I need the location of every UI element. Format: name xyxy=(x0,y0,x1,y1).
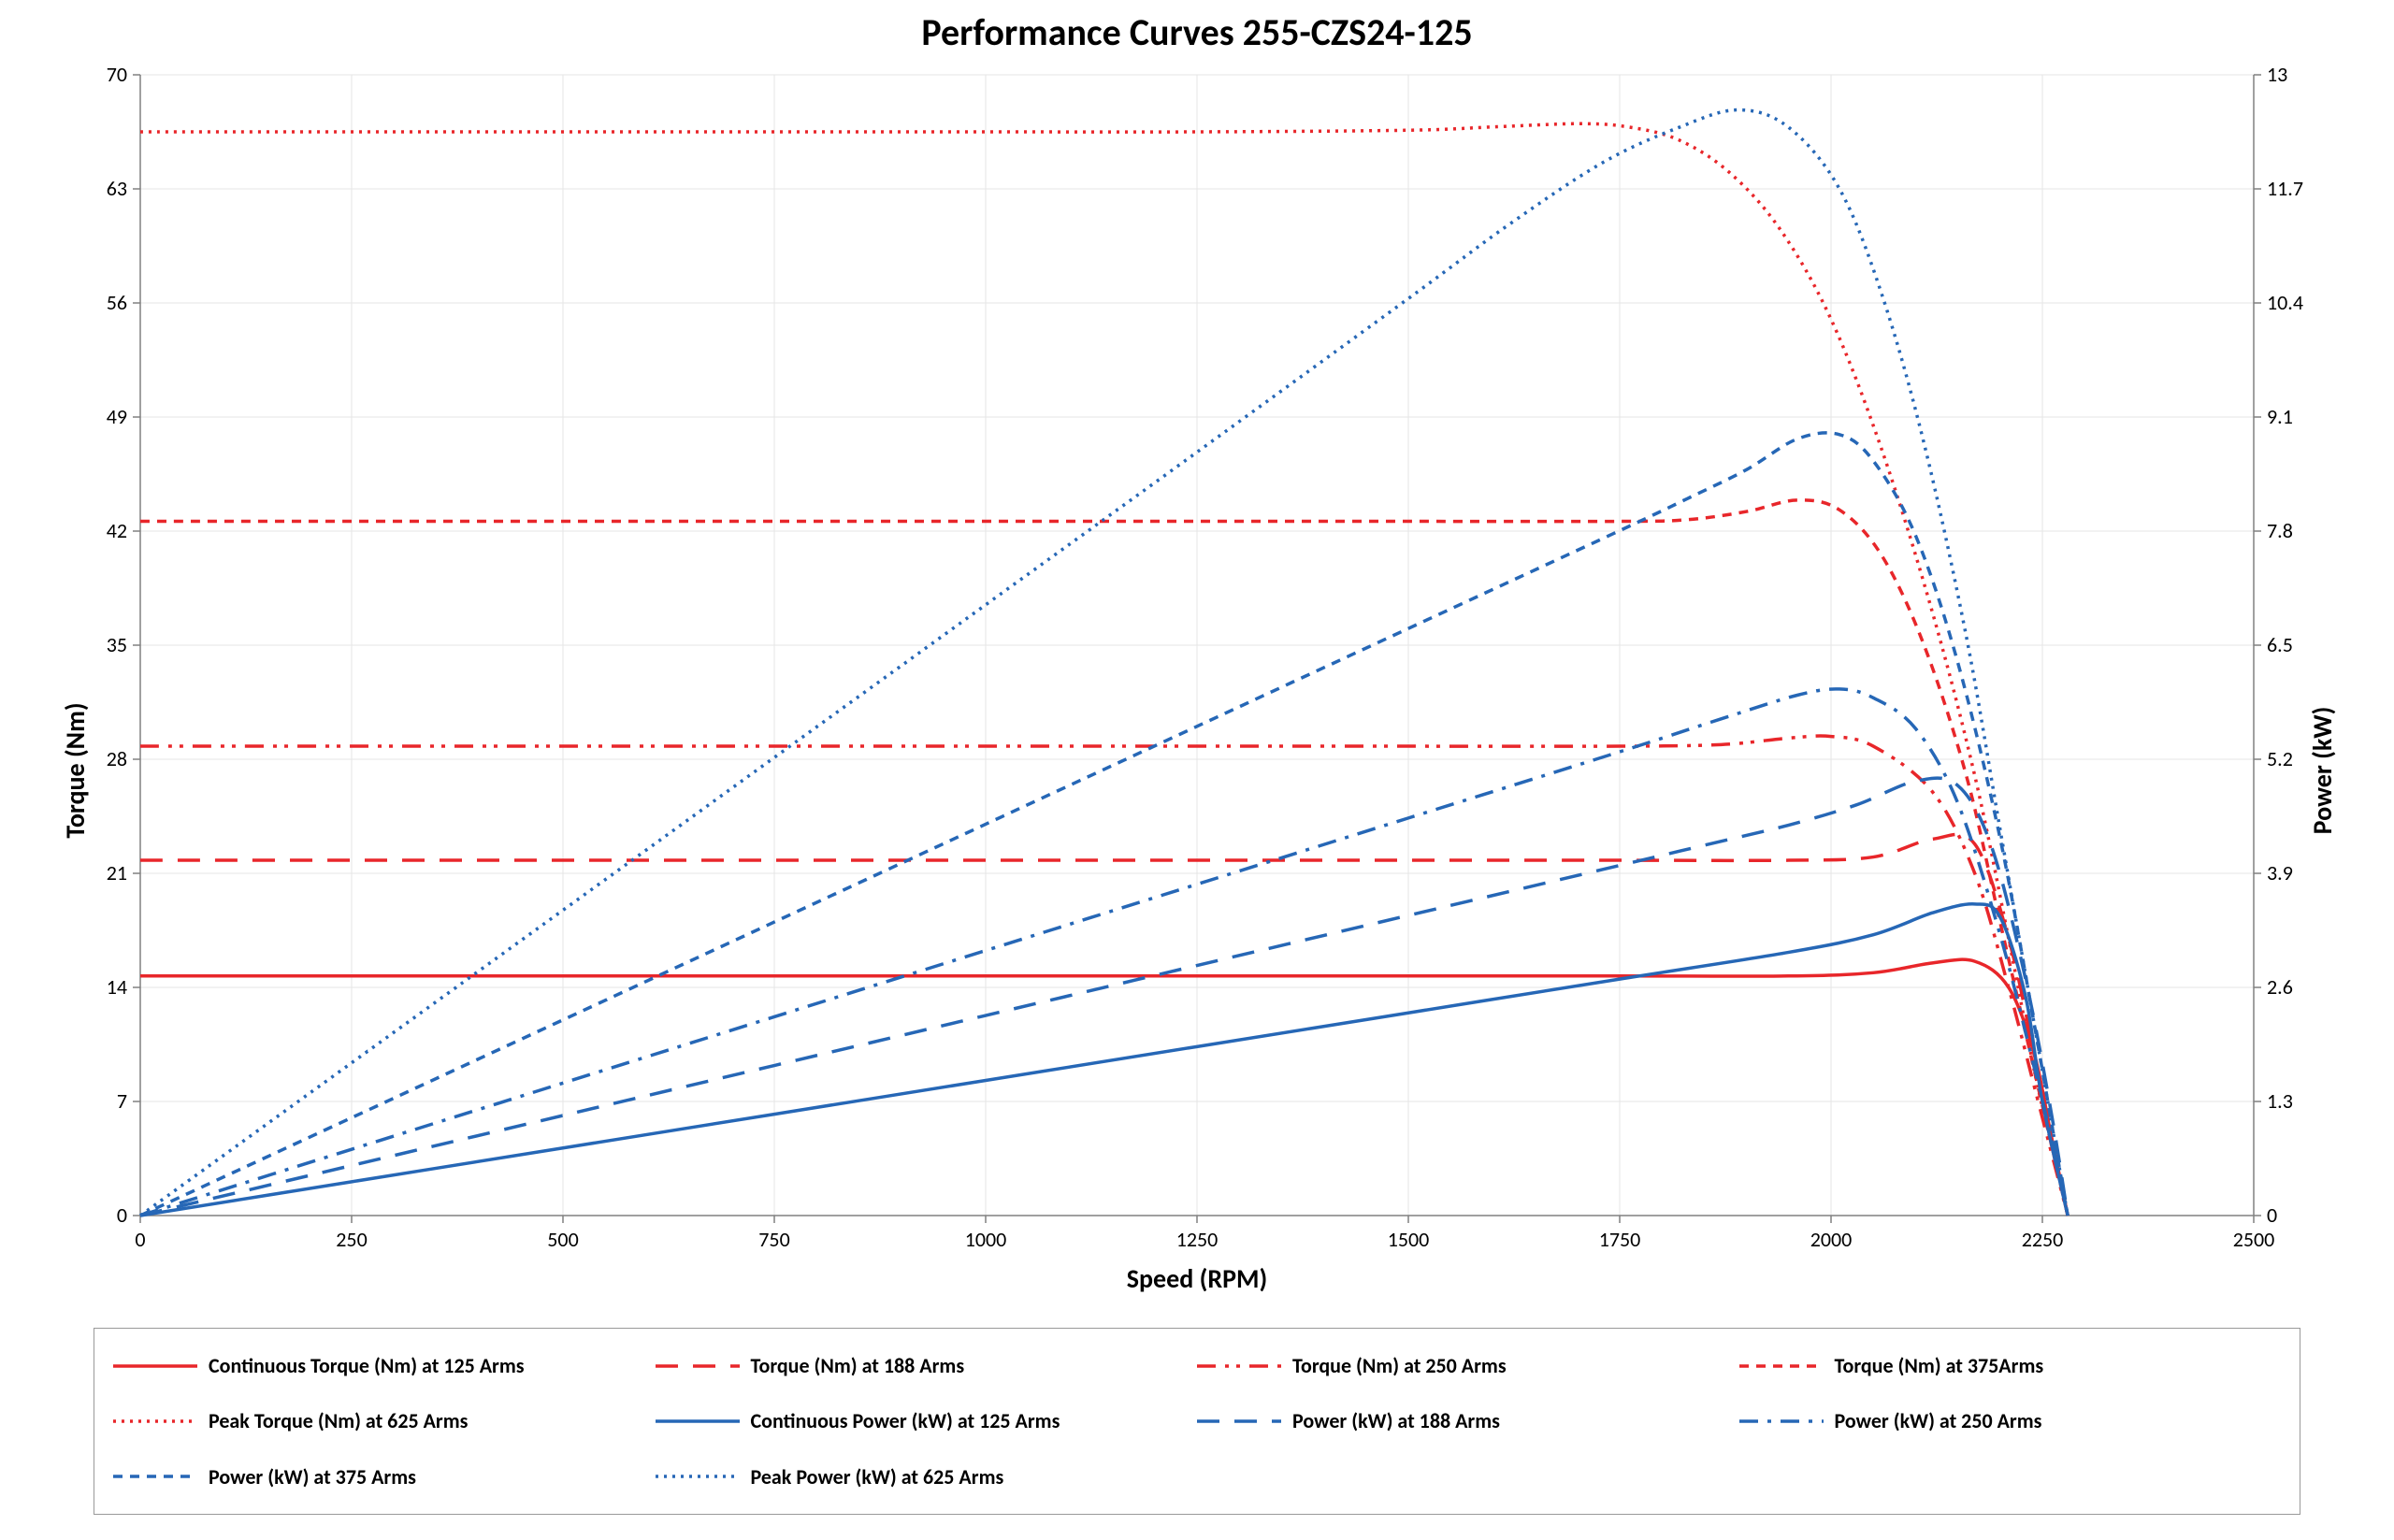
axis-tick-label: 42 xyxy=(107,518,127,543)
legend-item-t125: Continuous Torque (Nm) at 125 Arms xyxy=(113,1338,656,1393)
axis-tick-label: 2500 xyxy=(2233,1227,2275,1252)
legend-item-p625: Peak Power (kW) at 625 Arms xyxy=(656,1449,1198,1504)
axis-tick-label: 63 xyxy=(107,176,127,201)
axis-tick-label: 7 xyxy=(117,1088,127,1114)
axis-tick-label: 1750 xyxy=(1599,1227,1641,1252)
legend-label: Torque (Nm) at 375Arms xyxy=(1835,1353,2044,1378)
legend-swatch xyxy=(656,1410,740,1432)
legend-swatch xyxy=(1197,1355,1281,1377)
series-p375 xyxy=(140,433,2068,1216)
axis-tick-label: 14 xyxy=(107,974,127,1000)
legend: Continuous Torque (Nm) at 125 Arms Torque… xyxy=(94,1328,2300,1515)
axis-tick-label: 21 xyxy=(107,860,127,885)
axis-tick-label: 0 xyxy=(117,1202,127,1228)
legend-swatch xyxy=(113,1410,197,1432)
axis-tick-label: 1500 xyxy=(1388,1227,1430,1252)
series-t188 xyxy=(140,834,2068,1216)
legend-swatch xyxy=(656,1355,740,1377)
axis-tick-label: 56 xyxy=(107,290,127,315)
y-left-axis-label: Torque (Nm) xyxy=(59,702,92,838)
chart-container: Performance Curves 255-CZS24-125 Torque … xyxy=(0,0,2394,1540)
axis-tick-label: 11.7 xyxy=(2267,176,2303,201)
axis-tick-label: 35 xyxy=(107,632,127,657)
legend-label: Power (kW) at 250 Arms xyxy=(1835,1408,2042,1433)
legend-item-t250: Torque (Nm) at 250 Arms xyxy=(1197,1338,1739,1393)
x-axis-label: Speed (RPM) xyxy=(0,1262,2394,1295)
legend-swatch xyxy=(1197,1410,1281,1432)
axis-tick-label: 1000 xyxy=(965,1227,1007,1252)
series-p125 xyxy=(140,904,2068,1216)
series-t125 xyxy=(140,959,2068,1216)
axis-tick-label: 2.6 xyxy=(2267,974,2293,1000)
legend-label: Peak Torque (Nm) at 625 Arms xyxy=(209,1408,468,1433)
axis-tick-label: 6.5 xyxy=(2267,632,2293,657)
legend-label: Torque (Nm) at 188 Arms xyxy=(751,1353,965,1378)
axis-tick-label: 9.1 xyxy=(2267,404,2293,429)
legend-label: Torque (Nm) at 250 Arms xyxy=(1292,1353,1507,1378)
legend-item-t188: Torque (Nm) at 188 Arms xyxy=(656,1338,1198,1393)
axis-tick-label: 750 xyxy=(758,1227,789,1252)
plot-area xyxy=(140,75,2254,1216)
legend-label: Power (kW) at 375 Arms xyxy=(209,1464,416,1490)
y-right-axis-label: Power (kW) xyxy=(2306,706,2339,834)
axis-tick-label: 7.8 xyxy=(2267,518,2293,543)
legend-swatch xyxy=(1739,1410,1824,1432)
axis-tick-label: 2250 xyxy=(2022,1227,2064,1252)
series-p625 xyxy=(140,110,2068,1216)
legend-swatch xyxy=(1739,1355,1824,1377)
legend-swatch xyxy=(113,1355,197,1377)
axis-tick-label: 13 xyxy=(2267,62,2287,87)
legend-label: Continuous Torque (Nm) at 125 Arms xyxy=(209,1353,525,1378)
axis-tick-label: 1.3 xyxy=(2267,1088,2293,1114)
axis-tick-label: 0 xyxy=(135,1227,145,1252)
axis-tick-label: 5.2 xyxy=(2267,746,2293,771)
axis-tick-label: 70 xyxy=(107,62,127,87)
axis-tick-label: 3.9 xyxy=(2267,860,2293,885)
axis-tick-label: 0 xyxy=(2267,1202,2277,1228)
series-t375 xyxy=(140,500,2068,1216)
series-p188 xyxy=(140,778,2068,1216)
legend-item-p250: Power (kW) at 250 Arms xyxy=(1739,1393,2282,1448)
legend-label: Continuous Power (kW) at 125 Arms xyxy=(751,1408,1060,1433)
axis-tick-label: 49 xyxy=(107,404,127,429)
chart-title: Performance Curves 255-CZS24-125 xyxy=(0,9,2394,55)
axis-tick-label: 1250 xyxy=(1176,1227,1219,1252)
series-t625 xyxy=(140,123,2068,1216)
axis-tick-label: 500 xyxy=(547,1227,578,1252)
axis-tick-label: 10.4 xyxy=(2267,290,2303,315)
legend-item-t375: Torque (Nm) at 375Arms xyxy=(1739,1338,2282,1393)
legend-item-t625: Peak Torque (Nm) at 625 Arms xyxy=(113,1393,656,1448)
axis-tick-label: 28 xyxy=(107,746,127,771)
legend-label: Power (kW) at 188 Arms xyxy=(1292,1408,1500,1433)
legend-item-p375: Power (kW) at 375 Arms xyxy=(113,1449,656,1504)
axis-tick-label: 2000 xyxy=(1810,1227,1853,1252)
legend-item-p188: Power (kW) at 188 Arms xyxy=(1197,1393,1739,1448)
legend-swatch xyxy=(113,1465,197,1488)
legend-item-p125: Continuous Power (kW) at 125 Arms xyxy=(656,1393,1198,1448)
legend-label: Peak Power (kW) at 625 Arms xyxy=(751,1464,1004,1490)
axis-tick-label: 250 xyxy=(336,1227,367,1252)
legend-swatch xyxy=(656,1465,740,1488)
